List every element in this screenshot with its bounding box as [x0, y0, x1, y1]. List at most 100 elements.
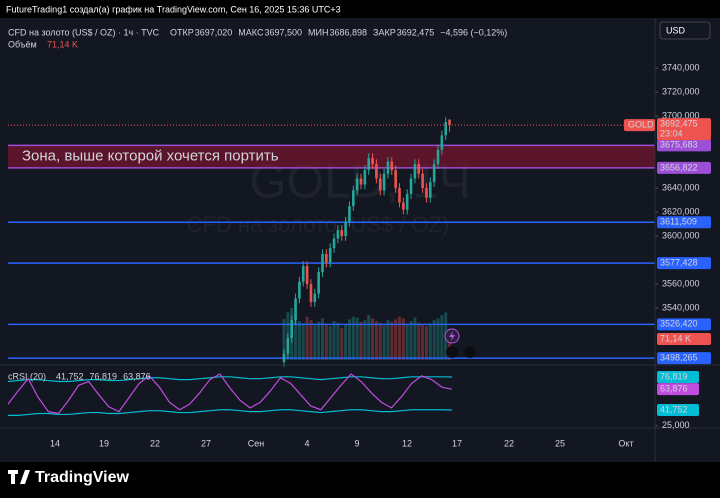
candle-body	[348, 206, 351, 222]
volume-bar	[344, 324, 348, 360]
candle-body	[305, 266, 309, 285]
marker-dot	[464, 346, 476, 358]
symbol: GOLD	[628, 120, 654, 130]
volume-bar	[401, 318, 405, 360]
level-label: 3675,683	[660, 140, 698, 150]
ohlc-value: 3697,500	[264, 27, 302, 37]
candle-body	[425, 188, 428, 198]
candle-body	[340, 230, 344, 237]
candle-body	[313, 293, 317, 303]
volume-bar	[371, 318, 375, 360]
volume-badge	[657, 333, 711, 345]
countdown: 23:04	[660, 129, 683, 139]
rsi-badge-label: 41,752	[660, 404, 688, 414]
y-tick-label: 3560,000	[662, 278, 700, 288]
candle-body	[413, 164, 417, 179]
volume-bar	[421, 324, 425, 360]
chart-area	[0, 18, 720, 462]
level-badge	[657, 352, 711, 365]
candle-body	[375, 164, 378, 179]
rsi-line	[7, 373, 453, 415]
candle-body	[328, 248, 332, 263]
level-badge	[657, 257, 711, 270]
marker-dot	[446, 346, 458, 358]
candle-body	[282, 353, 286, 362]
volume-bar	[398, 316, 401, 360]
level-badge	[657, 161, 711, 174]
candle-body	[352, 190, 355, 207]
volume-bar	[390, 321, 394, 360]
volume-bar	[378, 322, 382, 360]
volume-bar	[424, 326, 428, 360]
volume-bar	[309, 320, 313, 360]
y-tick-label: 3700,000	[662, 111, 700, 121]
rsi-badge	[657, 383, 699, 396]
candle-body	[363, 170, 367, 185]
y-tick-label: 3740,000	[662, 63, 700, 73]
change: −4,596 (−0,12%)	[440, 27, 507, 37]
level-badge	[657, 318, 711, 331]
volume-bar	[440, 314, 444, 360]
candle-body	[325, 254, 328, 263]
ohlc-label: МАКС	[238, 27, 264, 37]
volume-axis-label: 71,14 K	[660, 333, 691, 343]
candle-body	[294, 298, 297, 321]
level-badge	[657, 216, 711, 229]
volume-bar	[336, 322, 340, 360]
plot: Зона, выше которой хочется портить	[7, 67, 658, 427]
volume-bar	[347, 319, 351, 360]
candle-body	[344, 221, 347, 237]
x-tick-label: 27	[201, 438, 211, 448]
candle-body	[367, 158, 370, 171]
candle-body	[390, 161, 394, 171]
x-tick-label: 4	[304, 438, 309, 448]
rsi-badge-label: 63,876	[660, 384, 688, 394]
candle-body	[286, 338, 290, 354]
volume-bar	[367, 314, 371, 360]
candle-body	[378, 178, 382, 191]
volume-bar	[432, 320, 436, 360]
volume-bar	[301, 323, 305, 360]
lightning-bolt	[449, 331, 455, 341]
level-label: 3656,822	[660, 162, 698, 172]
volume-bar	[313, 325, 317, 360]
level-label: 3526,420	[660, 319, 698, 329]
candle-body	[444, 122, 447, 136]
y-tick-label: 3540,000	[662, 302, 700, 312]
candle-body	[332, 238, 336, 249]
volume-bar	[448, 329, 452, 360]
zone	[8, 145, 655, 168]
rsi-line	[8, 409, 453, 416]
candle-body	[440, 135, 444, 150]
ohlc-value: 3692,475	[397, 27, 435, 37]
candle-body	[309, 284, 313, 303]
candle-body	[421, 173, 424, 189]
x-tick-label: 25	[555, 438, 565, 448]
volume-bar	[305, 316, 309, 360]
candle-body	[436, 149, 440, 165]
candle-body	[405, 194, 409, 210]
volume-bar	[409, 321, 413, 360]
volume-bar	[324, 323, 328, 360]
candle-body	[298, 281, 301, 299]
rsi-badge	[657, 403, 699, 416]
y-tick-label: 3600,000	[662, 230, 700, 240]
volume-bar	[321, 318, 324, 360]
y-tick-label: 3720,000	[662, 87, 700, 97]
rsi-legend-value: 63,876	[123, 371, 151, 381]
volume-bar	[382, 325, 386, 360]
volume-bar	[386, 320, 390, 360]
volume-bar	[436, 318, 440, 360]
volume-bar	[413, 317, 417, 360]
candle-body	[382, 173, 386, 191]
volume-bar	[355, 317, 359, 360]
level-label: 3611,509	[660, 217, 697, 227]
currency-button[interactable]	[659, 21, 711, 40]
volume-bar	[297, 321, 301, 360]
zone-label: Зона, выше которой хочется портить	[22, 148, 279, 165]
ohlc-label: МИН	[308, 27, 328, 37]
rsi-badge	[657, 370, 699, 383]
y-tick-label: 3620,000	[662, 206, 700, 216]
rsi-title: cRSI (20)	[8, 371, 46, 381]
currency[interactable]: USD	[666, 25, 686, 35]
